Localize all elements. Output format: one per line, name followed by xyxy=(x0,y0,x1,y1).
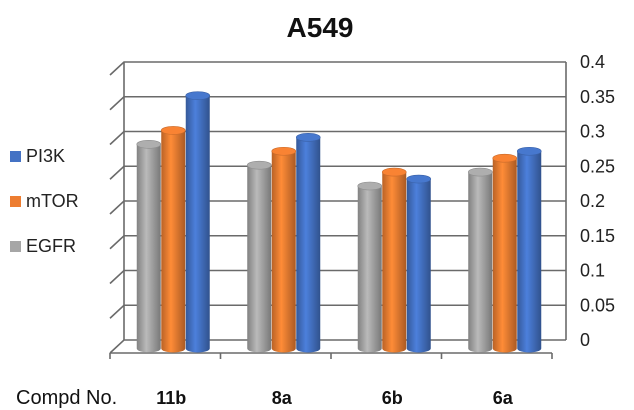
bar-PI3K-6a xyxy=(516,146,542,353)
legend-label: PI3K xyxy=(26,146,65,166)
bar-mTOR-6a xyxy=(492,153,518,353)
y-tick-label: 0.15 xyxy=(580,226,615,246)
y-tick-label: 0 xyxy=(580,330,590,350)
bar-mTOR-8a xyxy=(271,146,297,353)
legend-swatch xyxy=(10,196,21,207)
y-tick-label: 0.35 xyxy=(580,87,615,107)
y-tick-label: 0.4 xyxy=(580,52,605,72)
bar-mTOR-6b xyxy=(381,167,407,353)
y-tick-label: 0.3 xyxy=(580,122,605,142)
legend-item-mTOR: mTOR xyxy=(10,191,79,211)
y-tick-label: 0.1 xyxy=(580,261,605,281)
x-category-label: 6a xyxy=(493,388,514,408)
x-category-label: 8a xyxy=(272,388,293,408)
x-category-label: 6b xyxy=(382,388,403,408)
y-axis-tick-labels: 0 0.05 0.1 0.15 0.2 0.25 0.3 0.35 0.4 xyxy=(580,52,615,350)
bar-PI3K-6b xyxy=(406,174,432,353)
gridlines xyxy=(109,61,567,359)
legend-swatch xyxy=(10,151,21,162)
bar-mTOR-11b xyxy=(160,126,186,353)
chart-title: A549 xyxy=(287,12,354,43)
bar-EGFR-8a xyxy=(246,160,272,353)
y-tick-label: 0.2 xyxy=(580,191,605,211)
legend-item-PI3K: PI3K xyxy=(10,146,65,166)
legend-label: mTOR xyxy=(26,191,79,211)
x-axis-category-labels: 11b 8a 6b 6a xyxy=(156,388,514,408)
bar-EGFR-6b xyxy=(357,181,383,353)
bar-EGFR-6a xyxy=(467,167,493,353)
y-tick-label: 0.05 xyxy=(580,295,615,315)
legend: PI3K mTOR EGFR xyxy=(10,146,79,256)
gridline xyxy=(109,61,566,76)
bar-PI3K-11b xyxy=(185,91,211,353)
bar-PI3K-8a xyxy=(295,133,321,353)
y-tick-label: 0.25 xyxy=(580,156,615,176)
bar-EGFR-11b xyxy=(136,140,162,353)
gridline xyxy=(109,95,566,111)
x-category-label: 11b xyxy=(156,388,186,408)
x-axis-title: Compd No. xyxy=(16,387,117,409)
legend-swatch xyxy=(10,241,21,252)
bars xyxy=(136,91,542,353)
legend-label: EGFR xyxy=(26,236,76,256)
legend-item-EGFR: EGFR xyxy=(10,236,76,256)
